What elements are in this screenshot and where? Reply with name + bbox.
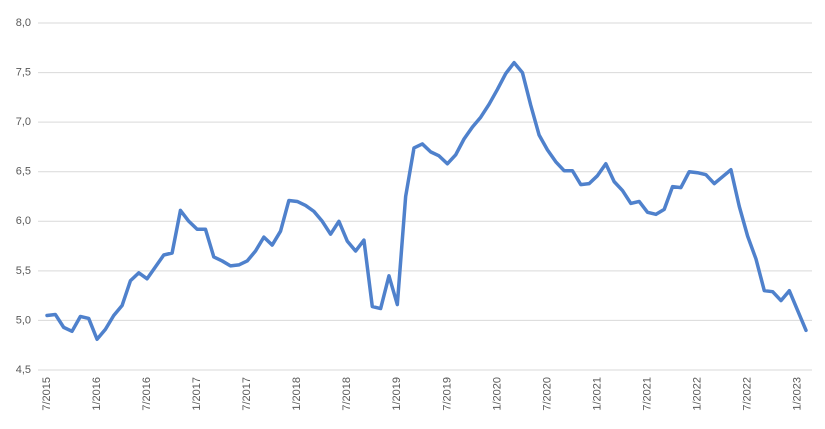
x-tick-label: 1/2019	[391, 377, 403, 411]
y-tick-label: 6,0	[16, 215, 31, 227]
x-tick-label: 1/2023	[792, 377, 804, 411]
x-tick-label: 7/2022	[742, 377, 754, 411]
x-tick-label: 7/2015	[41, 377, 53, 411]
y-tick-label: 5,0	[16, 314, 31, 326]
y-tick-label: 5,5	[16, 265, 31, 277]
y-tick-label: 7,5	[16, 66, 31, 78]
x-tick-label: 1/2021	[591, 377, 603, 411]
x-tick-label: 7/2018	[341, 377, 353, 411]
x-tick-label: 1/2022	[691, 377, 703, 411]
x-tick-label: 1/2016	[91, 377, 103, 411]
y-tick-label: 6,5	[16, 166, 31, 178]
y-tick-label: 4,5	[16, 364, 31, 376]
y-tick-label: 8,0	[16, 17, 31, 29]
data-line	[45, 60, 808, 342]
x-tick-label: 7/2017	[241, 377, 253, 411]
y-tick-label: 7,0	[16, 116, 31, 128]
x-tick-label: 7/2021	[641, 377, 653, 411]
x-tick-label: 7/2019	[441, 377, 453, 411]
x-tick-label: 1/2018	[291, 377, 303, 411]
x-tick-label: 1/2017	[191, 377, 203, 411]
x-tick-label: 7/2020	[541, 377, 553, 411]
x-tick-label: 7/2016	[141, 377, 153, 411]
x-tick-label: 1/2020	[491, 377, 503, 411]
